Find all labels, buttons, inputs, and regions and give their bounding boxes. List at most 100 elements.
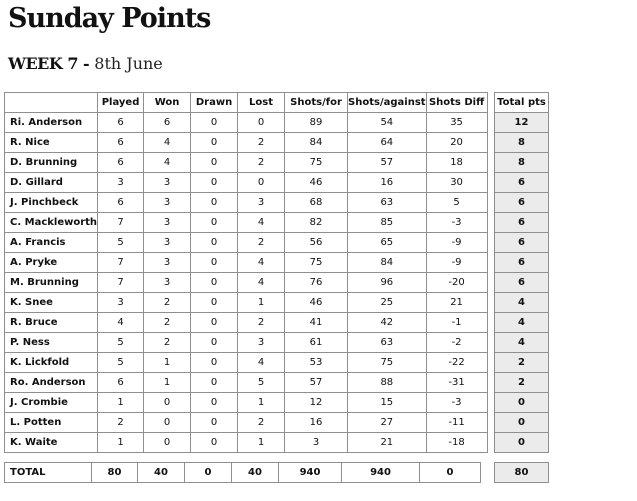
drawn-cell: 0 [190,392,239,413]
lost-cell: 2 [237,412,286,433]
lost-cell: 2 [237,152,286,173]
shots-against-cell: 63 [347,332,427,353]
player-name: D. Brunning [3,152,99,173]
lost-cell: 0 [237,112,286,133]
won-cell: 1 [143,372,192,393]
won-cell: 2 [143,292,192,313]
shots-against-cell: 64 [347,132,427,153]
points-row: 6 [494,232,549,253]
total-played: 80 [91,462,138,483]
player-name: Ro. Anderson [3,372,99,393]
total-drawn: 0 [184,462,232,483]
drawn-cell: 0 [190,212,239,233]
shots-diff-cell: 21 [425,292,488,313]
total-won: 40 [137,462,185,483]
total-pts-header: Total pts [494,92,549,113]
shots-against-cell: 84 [347,252,427,273]
points-row: 0 [494,432,549,453]
total-pts-cell: 8 [494,152,549,173]
points-row: 6 [494,272,549,293]
lost-cell: 1 [237,292,286,313]
points-row: 0 [494,412,549,433]
drawn-cell: 0 [190,132,239,153]
lost-cell: 2 [237,312,286,333]
lost-cell: 0 [237,172,286,193]
drawn-cell: 0 [190,232,239,253]
shots-against-cell: 75 [347,352,427,373]
shots-diff-cell: 18 [425,152,488,173]
lost-cell: 2 [237,232,286,253]
won-cell: 1 [143,352,192,373]
played-cell: 5 [97,232,145,253]
shots-diff-cell: -3 [425,392,488,413]
total-pts-cell: 2 [494,372,549,393]
shots-against-cell: 21 [347,432,427,453]
total-pts-cell: 8 [494,132,549,153]
shots-against-cell: 25 [347,292,427,313]
played-cell: 6 [97,152,145,173]
lost-cell: 4 [237,252,286,273]
lost-cell: 3 [237,192,286,213]
shots-diff-cell: -31 [425,372,488,393]
standings-table: Played Won Drawn Lost Shots/for Shots/ag… [3,92,488,453]
player-name: M. Brunning [3,272,99,293]
points-row: 2 [494,352,549,373]
shots-for-cell: 12 [284,392,349,413]
lost-cell: 4 [237,272,286,293]
shots-for-cell: 76 [284,272,349,293]
drawn-cell: 0 [190,152,239,173]
lost-cell: 1 [237,432,286,453]
total-pts-cell: 12 [494,112,549,133]
total-pts-cell: 6 [494,212,549,233]
points-row: 6 [494,172,549,193]
total-pts-cell: 0 [494,412,549,433]
total-shots-for: 940 [278,462,342,483]
table-row: A. Francis 5 3 0 2 56 65 -9 [3,232,488,253]
drawn-cell: 0 [190,332,239,353]
total-pts-cell: 2 [494,352,549,373]
player-name: J. Crombie [3,392,99,413]
column-header: Won [143,92,192,113]
played-cell: 4 [97,312,145,333]
shots-against-cell: 42 [347,312,427,333]
drawn-cell: 0 [190,192,239,213]
drawn-cell: 0 [190,252,239,273]
total-pts-cell: 4 [494,312,549,333]
total-pts-cell: 6 [494,272,549,293]
shots-diff-cell: 20 [425,132,488,153]
player-name: K. Waite [3,432,99,453]
shots-against-cell: 57 [347,152,427,173]
player-name: D. Gillard [3,172,99,193]
played-cell: 3 [97,172,145,193]
shots-against-cell: 88 [347,372,427,393]
shots-against-cell: 27 [347,412,427,433]
points-row: 12 [494,112,549,133]
player-name: K. Snee [3,292,99,313]
won-cell: 0 [143,412,192,433]
total-pts-cell: 0 [494,432,549,453]
table-row: K. Snee 3 2 0 1 46 25 21 [3,292,488,313]
played-cell: 6 [97,372,145,393]
total-pts-cell: 6 [494,252,549,273]
player-name: J. Pinchbeck [3,192,99,213]
total-pts-cell: 0 [494,392,549,413]
lost-cell: 4 [237,212,286,233]
table-row: D. Brunning 6 4 0 2 75 57 18 [3,152,488,173]
table-row: A. Pryke 7 3 0 4 75 84 -9 [3,252,488,273]
played-cell: 6 [97,132,145,153]
points-row: 4 [494,312,549,333]
lost-cell: 1 [237,392,286,413]
won-cell: 4 [143,152,192,173]
points-row: 8 [494,132,549,153]
points-row: 6 [494,212,549,233]
shots-diff-cell: -3 [425,212,488,233]
total-pts-cell: 6 [494,232,549,253]
total-points-sum-table: 80 [494,462,549,483]
total-pts-cell: 6 [494,172,549,193]
shots-for-cell: 61 [284,332,349,353]
shots-for-cell: 53 [284,352,349,373]
points-row: 4 [494,332,549,353]
shots-for-cell: 84 [284,132,349,153]
lost-cell: 3 [237,332,286,353]
table-row: J. Crombie 1 0 0 1 12 15 -3 [3,392,488,413]
